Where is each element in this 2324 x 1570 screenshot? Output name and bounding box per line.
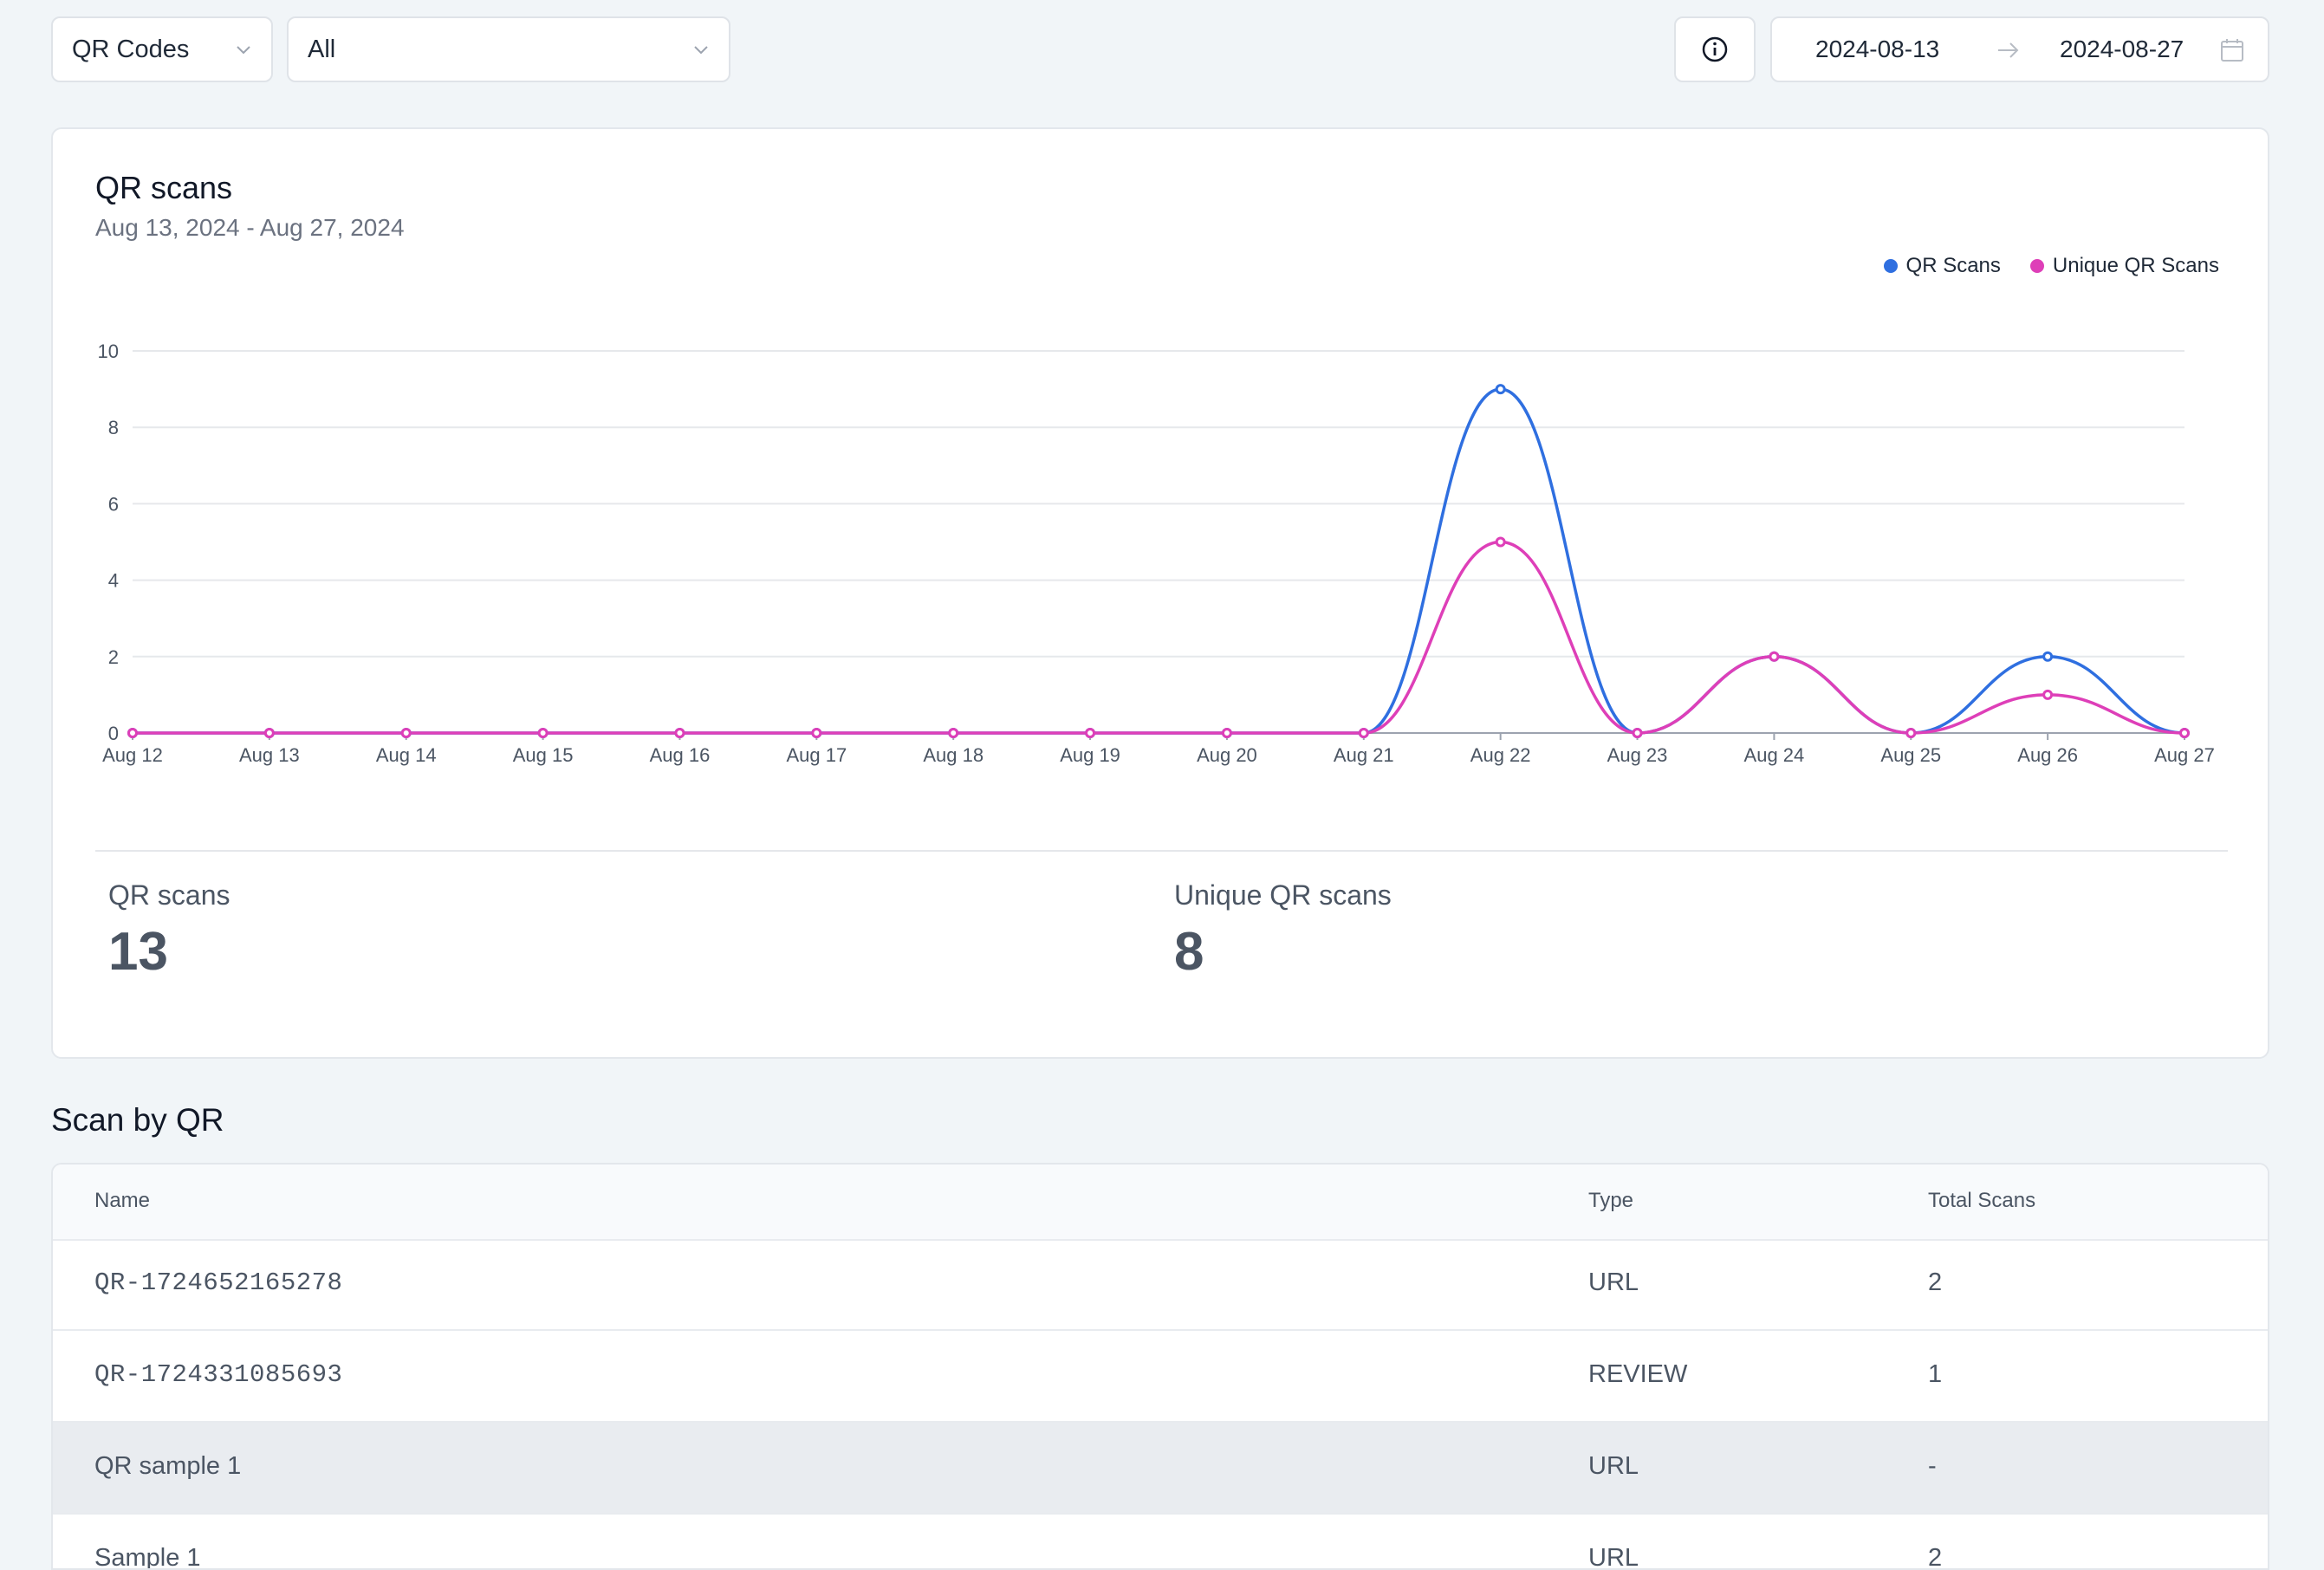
legend-dot <box>1883 259 1898 273</box>
cell-name: Sample 1 <box>94 1544 201 1570</box>
cell-total-scans: 2 <box>1928 1544 1943 1570</box>
x-tick-label: Aug 27 <box>2154 744 2215 766</box>
y-tick-label: 10 <box>98 341 119 362</box>
x-tick-label: Aug 14 <box>376 744 437 766</box>
table-row[interactable]: Sample 1 URL 2 <box>53 1515 2268 1570</box>
data-point-unique-qr-scans <box>1632 728 1643 738</box>
data-point-unique-qr-scans <box>263 728 275 738</box>
table-header: Name Type Total Scans <box>53 1165 2268 1241</box>
scope-select-value: All <box>308 35 336 63</box>
card-subtitle: Aug 13, 2024 - Aug 27, 2024 <box>95 214 405 241</box>
series-line-qr-scans <box>132 387 2185 735</box>
legend-item-qr-scans[interactable]: QR Scans <box>1883 254 2001 278</box>
card-title: QR scans <box>95 170 233 205</box>
cell-total-scans: 2 <box>1928 1268 1943 1296</box>
data-point-qr-scans <box>1495 384 1506 395</box>
category-select-value: QR Codes <box>72 35 190 63</box>
stat-unique-qr-scans-label: Unique QR scans <box>1174 879 1392 911</box>
stat-qr-scans-value: 13 <box>108 922 168 982</box>
data-point-unique-qr-scans <box>674 728 685 738</box>
category-select[interactable]: QR Codes <box>51 16 273 82</box>
data-point-unique-qr-scans <box>811 728 822 738</box>
x-tick-label: Aug 20 <box>1197 744 1257 766</box>
data-point-qr-scans <box>2042 651 2054 662</box>
data-point-unique-qr-scans <box>400 728 412 738</box>
scope-select[interactable]: All <box>287 16 730 82</box>
x-tick-label: Aug 25 <box>1880 744 1941 766</box>
x-tick-label: Aug 17 <box>786 744 847 766</box>
legend-label: QR Scans <box>1905 254 2001 277</box>
date-range-picker[interactable]: 2024-08-13 2024-08-27 <box>1770 16 2269 82</box>
cell-name: QR sample 1 <box>94 1452 242 1480</box>
info-button[interactable] <box>1674 16 1756 82</box>
date-range-start[interactable]: 2024-08-13 <box>1815 36 1940 62</box>
y-tick-label: 6 <box>108 493 119 515</box>
data-point-unique-qr-scans <box>1221 728 1232 738</box>
chevron-down-icon <box>694 46 708 55</box>
x-tick-label: Aug 23 <box>1607 744 1668 766</box>
y-tick-label: 0 <box>108 723 119 744</box>
x-tick-label: Aug 26 <box>2017 744 2078 766</box>
arrow-right-icon <box>1998 42 2019 58</box>
data-point-unique-qr-scans <box>127 728 138 738</box>
legend-label: Unique QR Scans <box>2052 254 2219 277</box>
data-point-unique-qr-scans <box>2042 689 2054 700</box>
data-point-unique-qr-scans <box>2179 728 2190 738</box>
column-header-type[interactable]: Type <box>1588 1189 1634 1212</box>
x-tick-label: Aug 13 <box>239 744 300 766</box>
stat-qr-scans-label: QR scans <box>108 879 230 911</box>
x-tick-label: Aug 22 <box>1470 744 1531 766</box>
x-tick-label: Aug 15 <box>513 744 574 766</box>
chart-legend: QR Scans Unique QR Scans <box>1854 254 2219 278</box>
chevron-down-icon <box>237 46 250 55</box>
x-tick-label: Aug 19 <box>1060 744 1120 766</box>
date-range-end[interactable]: 2024-08-27 <box>2060 36 2184 62</box>
scan-by-qr-table: Name Type Total Scans QR-1724652165278 U… <box>51 1163 2269 1570</box>
section-title: Scan by QR <box>51 1102 224 1138</box>
cell-type: REVIEW <box>1588 1360 1688 1388</box>
legend-item-unique-qr-scans[interactable]: Unique QR Scans <box>2029 254 2219 278</box>
cell-type: URL <box>1588 1268 1639 1296</box>
calendar-icon <box>2221 39 2243 62</box>
y-tick-label: 2 <box>108 646 119 668</box>
x-tick-label: Aug 16 <box>650 744 711 766</box>
cell-type: URL <box>1588 1452 1639 1480</box>
x-tick-label: Aug 21 <box>1334 744 1394 766</box>
cell-name: QR-1724652165278 <box>94 1268 343 1297</box>
cell-type: URL <box>1588 1544 1639 1570</box>
cell-name: QR-1724331085693 <box>94 1360 343 1389</box>
divider <box>95 850 2228 852</box>
data-point-unique-qr-scans <box>1358 728 1369 738</box>
y-tick-label: 8 <box>108 417 119 438</box>
data-point-unique-qr-scans <box>1495 536 1506 548</box>
y-tick-label: 4 <box>108 570 119 592</box>
data-point-unique-qr-scans <box>948 728 959 738</box>
table-row[interactable]: QR-1724331085693 REVIEW 1 <box>53 1331 2268 1423</box>
legend-dot <box>2029 259 2044 273</box>
data-point-unique-qr-scans <box>537 728 549 738</box>
x-tick-label: Aug 24 <box>1744 744 1805 766</box>
cell-total-scans: - <box>1928 1452 1937 1480</box>
column-header-total-scans[interactable]: Total Scans <box>1928 1189 2036 1212</box>
toolbar: QR Codes All 2024-08-13 2024-08-27 <box>0 16 2324 84</box>
qr-scans-card: QR scans Aug 13, 2024 - Aug 27, 2024 QR … <box>51 127 2269 1059</box>
data-point-unique-qr-scans <box>1769 651 1780 662</box>
data-point-unique-qr-scans <box>1085 728 1096 738</box>
qr-scans-line-chart: 0 2 4 6 8 10 Aug 12 Aug 13 Aug 14 Aug 15 Aug 16 Aug… <box>98 341 2215 766</box>
x-tick-label: Aug 18 <box>923 744 983 766</box>
series-line-unique-qr-scans <box>132 540 2185 735</box>
cell-total-scans: 1 <box>1928 1360 1943 1388</box>
stat-unique-qr-scans-value: 8 <box>1174 922 1204 982</box>
table-row[interactable]: QR sample 1 URL - <box>53 1423 2268 1515</box>
info-icon <box>1702 36 1728 62</box>
table-row[interactable]: QR-1724652165278 URL 2 <box>53 1239 2268 1331</box>
data-point-unique-qr-scans <box>1905 728 1917 738</box>
x-tick-label: Aug 12 <box>102 744 163 766</box>
column-header-name[interactable]: Name <box>94 1189 151 1212</box>
